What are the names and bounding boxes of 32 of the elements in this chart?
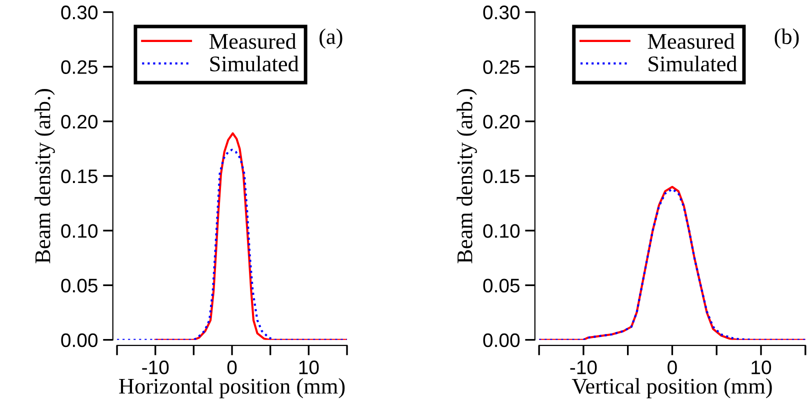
y-tick-label: 0.30 [483, 6, 520, 20]
x-axis-title: Horizontal position (mm) [119, 378, 345, 398]
x-tick-label: 0 [668, 360, 677, 374]
x-tick-label: 10 [299, 360, 319, 374]
y-tick-label: 0.05 [483, 278, 520, 292]
x-tick-label: 0 [227, 360, 237, 374]
y-tick-label: 0.25 [483, 60, 520, 74]
y-tick-label: 0.25 [61, 60, 98, 74]
legend-label: Measured [209, 33, 296, 49]
legend-label: Simulated [210, 56, 299, 72]
x-axis-title: Vertical position (mm) [572, 378, 772, 398]
y-tick-label: 0.15 [61, 169, 98, 184]
y-axis-title: Beam density (arb.) [34, 89, 55, 264]
y-tick-label: 0.20 [483, 114, 520, 129]
x-tick-label: -10 [570, 360, 597, 374]
line-series [154, 132, 348, 340]
y-tick-label: 0.15 [483, 169, 520, 184]
annotation: (a) [320, 28, 342, 49]
y-tick-label: 0.30 [61, 6, 98, 20]
y-tick-label: 0.10 [61, 224, 98, 238]
y-tick-label: 0.20 [61, 114, 98, 129]
line-series [117, 148, 348, 340]
y-axis-title: Beam density (arb.) [456, 89, 477, 264]
legend-label: Measured [648, 33, 735, 49]
legend-label: Simulated [648, 56, 738, 72]
y-tick-label: 0.05 [61, 278, 98, 292]
y-tick-label: 0.00 [483, 333, 520, 348]
y-tick-label: 0.00 [61, 333, 98, 348]
x-tick-label: -10 [142, 360, 169, 374]
x-tick-label: 10 [752, 360, 772, 374]
annotation: (b) [774, 28, 799, 49]
y-tick-label: 0.10 [483, 224, 520, 238]
